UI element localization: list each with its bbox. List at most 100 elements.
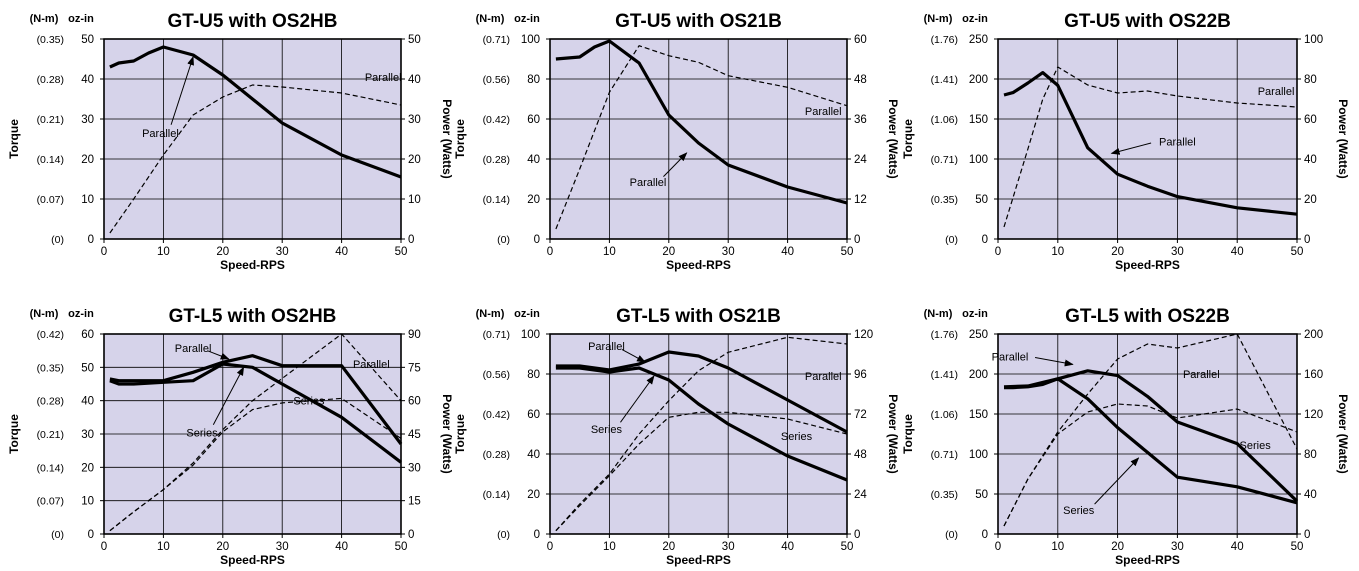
nm-tick-label: (0): [51, 234, 64, 246]
annotation-label: Parallel: [142, 128, 179, 140]
y2-axis-label: Power (Watts): [440, 99, 454, 179]
y2-tick-label: 24: [854, 154, 867, 166]
y2-tick-label: 45: [408, 429, 421, 441]
x-tick-label: 20: [216, 246, 229, 258]
y-tick-label: 100: [521, 329, 540, 341]
nm-tick-label: (1.41): [931, 74, 958, 86]
series-parallel-torque: [555, 350, 848, 434]
y2-tick-label: 30: [408, 462, 421, 474]
y2-tick-label: 0: [1304, 529, 1310, 541]
y-tick-label: 10: [81, 496, 94, 508]
nm-tick-label: (0.28): [37, 74, 64, 86]
y-tick-label: 250: [969, 329, 988, 341]
nm-tick-label: (0.56): [483, 74, 510, 86]
x-tick-label: 10: [603, 246, 616, 258]
annotation-label: Series: [1063, 505, 1095, 517]
y-axis-label: Torque: [453, 119, 467, 159]
y2-tick-label: 40: [408, 74, 421, 86]
annotation-arrow: [207, 350, 230, 360]
x-axis-label: Speed-RPS: [220, 258, 285, 272]
plot-area: [998, 39, 1297, 239]
x-tick-label: 10: [1051, 246, 1064, 258]
x-tick-label: 40: [781, 246, 794, 258]
x-tick-label: 20: [1111, 541, 1124, 553]
nm-tick-label: (0.28): [483, 449, 510, 461]
unit-nm-label: (N-m): [924, 308, 953, 320]
chart-title: GT-U5 with OS21B: [615, 11, 782, 32]
series-series-torque: [109, 354, 403, 445]
x-axis-label: Speed-RPS: [220, 553, 285, 567]
annotation-label: Parallel: [992, 351, 1029, 363]
series-parallel-power: [555, 336, 848, 532]
y-tick-label: 100: [969, 154, 988, 166]
y2-tick-label: 60: [1304, 114, 1317, 126]
x-tick-label: 40: [1231, 246, 1244, 258]
unit-nm-label: (N-m): [476, 13, 505, 25]
x-tick-label: 50: [841, 246, 854, 258]
y-tick-label: 250: [969, 34, 988, 46]
y2-tick-label: 160: [1304, 369, 1323, 381]
nm-tick-label: (0.14): [37, 154, 64, 166]
annotation-arrow: [170, 56, 194, 125]
y-tick-label: 0: [534, 529, 540, 541]
annotation-arrow: [620, 375, 655, 423]
nm-tick-label: (0.42): [37, 329, 64, 341]
nm-tick-label: (1.41): [931, 369, 958, 381]
y2-axis-label: Power (Watts): [886, 99, 900, 179]
x-tick-label: 40: [335, 246, 348, 258]
nm-tick-label: (0): [497, 234, 510, 246]
series-parallel-torque: [1003, 70, 1298, 216]
series-series-power: [555, 411, 848, 532]
annotation-arrow: [621, 349, 646, 363]
chart-1: 0 10 20 30 40 500(0)10(0.07)20(0.14)30(0.21)4…: [7, 11, 454, 272]
x-tick-label: 50: [1291, 541, 1304, 553]
nm-tick-label: (0.28): [483, 154, 510, 166]
y2-tick-label: 60: [408, 396, 421, 408]
unit-nm-label: (N-m): [924, 13, 953, 25]
x-tick-label: 30: [276, 246, 289, 258]
unit-nm-label: (N-m): [30, 308, 59, 320]
y-tick-label: 150: [969, 409, 988, 421]
series-series-torque: [555, 366, 848, 482]
plot-area: [104, 39, 401, 239]
series-parallel-torque: [555, 39, 848, 205]
nm-tick-label: (0.14): [483, 194, 510, 206]
nm-tick-label: (0.35): [931, 489, 958, 501]
y2-tick-label: 40: [1304, 154, 1317, 166]
y-tick-label: 50: [975, 489, 988, 501]
nm-tick-label: (0.71): [483, 329, 510, 341]
x-axis-label: Speed-RPS: [666, 258, 731, 272]
y-tick-label: 40: [527, 449, 540, 461]
y-tick-label: 60: [527, 114, 540, 126]
y2-tick-label: 30: [408, 114, 421, 126]
y2-tick-label: 36: [854, 114, 867, 126]
x-tick-label: 0: [995, 246, 1001, 258]
nm-tick-label: (0.56): [483, 369, 510, 381]
y2-tick-label: 15: [408, 496, 421, 508]
x-tick-label: 40: [781, 541, 794, 553]
annotation-label: Parallel: [365, 72, 402, 84]
plot-frame: [997, 333, 1298, 535]
annotation-label: Parallel: [588, 341, 625, 353]
annotation-label: Series: [781, 431, 813, 443]
nm-tick-label: (0): [945, 529, 958, 541]
series-parallel-power: [1003, 333, 1298, 527]
unit-nm-label: (N-m): [476, 308, 505, 320]
x-axis-label: Speed-RPS: [666, 553, 731, 567]
x-axis-label: Speed-RPS: [1115, 258, 1180, 272]
y2-tick-label: 100: [1304, 34, 1323, 46]
x-tick-label: 10: [157, 541, 170, 553]
series-parallel-torque: [109, 45, 402, 179]
annotation-arrow: [663, 152, 688, 177]
y2-tick-label: 20: [408, 154, 421, 166]
y2-axis-label: Power (Watts): [1336, 99, 1350, 179]
annotation-arrow: [212, 366, 245, 425]
y-tick-label: 100: [969, 449, 988, 461]
y-tick-label: 0: [982, 234, 988, 246]
y-tick-label: 80: [527, 369, 540, 381]
y-axis-label: Torque: [453, 414, 467, 454]
x-tick-label: 20: [216, 541, 229, 553]
annotation-label: Series: [293, 396, 325, 408]
nm-tick-label: (0): [497, 529, 510, 541]
